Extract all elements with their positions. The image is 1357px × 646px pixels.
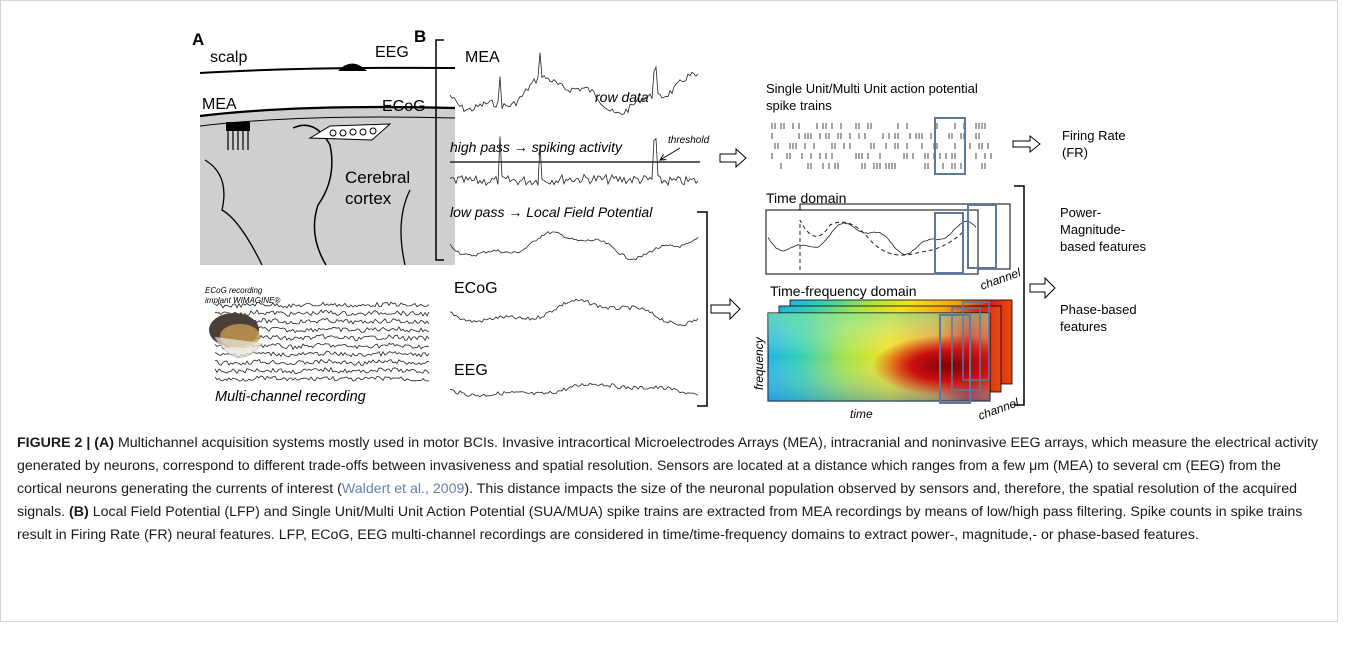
mea-label-b: MEA <box>465 49 500 66</box>
tf-window-3 <box>962 301 990 381</box>
cortex-label-line2: cortex <box>345 189 392 208</box>
caption-b-text: Local Field Potential (LFP) and Single U… <box>17 504 1303 543</box>
spiking-activity-trace <box>449 136 699 187</box>
right-bracket <box>697 211 708 407</box>
multichannel-trace <box>214 375 430 382</box>
multichannel-trace <box>214 301 430 309</box>
spike-window <box>934 117 966 175</box>
caption-reference-link[interactable]: Waldert et al., 2009 <box>341 481 465 497</box>
implant-label-line1: ECoG recording <box>205 286 263 295</box>
spike-title-line1: Single Unit/Multi Unit action potential <box>766 81 978 96</box>
arrow-to-firing-rate <box>1012 134 1041 154</box>
frequency-axis-label: frequency <box>752 336 766 390</box>
multichannel-trace <box>214 366 430 375</box>
td-window-2 <box>967 204 997 269</box>
tf-domain-label: Time-frequency domain <box>770 283 917 299</box>
firing-rate-line1: Firing Rate <box>1062 128 1126 143</box>
panel-a: A scalp EEG MEA ECoG Cerebral cortex ECo… <box>192 30 456 405</box>
eeg-electrode <box>338 63 367 71</box>
panel-b: B MEA row data high pass → spiking activ… <box>414 27 1147 423</box>
eeg-label-b: EEG <box>454 362 488 379</box>
left-bracket <box>435 39 444 261</box>
features-bracket <box>1014 185 1025 406</box>
figure-frame-right-edge <box>1337 0 1338 622</box>
tf-window-2 <box>951 307 981 391</box>
phase-features-line2: features <box>1060 319 1107 334</box>
multichannel-trace <box>214 309 430 317</box>
implant-tail <box>214 336 263 359</box>
arrow-to-domains <box>710 297 741 321</box>
power-features-line2: Magnitude- <box>1060 222 1125 237</box>
figure-caption: FIGURE 2 | (A) Multichannel acquisition … <box>17 432 1322 547</box>
lfp-trace <box>449 231 699 261</box>
time-axis-label: time <box>850 407 873 421</box>
power-features-line1: Power- <box>1060 205 1101 220</box>
cortex-surface <box>199 105 456 118</box>
signal-traces <box>449 52 699 397</box>
mea-raw-trace <box>449 52 699 115</box>
arrow-to-features <box>1029 276 1056 300</box>
time-domain-solid-curve <box>767 220 977 255</box>
spike-raster <box>771 123 992 169</box>
low-pass-label: low pass → Local Field Potential <box>450 204 653 220</box>
caption-figure-label: FIGURE 2 | <box>17 435 95 451</box>
caption-a-text: Multichannel acquisition systems mostly … <box>17 435 1319 497</box>
time-domain-curves <box>767 219 977 270</box>
caption-b-label: (B) <box>69 504 89 520</box>
firing-rate-line2: (FR) <box>1062 145 1088 160</box>
figure-2-illustration: A scalp EEG MEA ECoG Cerebral cortex ECo… <box>192 27 1147 423</box>
scalp-label: scalp <box>210 49 247 66</box>
row-data-label: row data <box>595 89 649 105</box>
tf-panel-hotspot <box>768 313 990 401</box>
sulcus-3 <box>400 189 411 266</box>
cortex-inner-line <box>199 116 456 127</box>
mea-label-a: MEA <box>202 96 237 113</box>
multichannel-label: Multi-channel recording <box>215 389 366 405</box>
mea-array <box>226 122 250 131</box>
power-features-line3: based features <box>1060 239 1147 254</box>
ecog-label-a: ECoG <box>382 98 426 115</box>
figure-frame <box>0 0 1338 622</box>
td-window-1 <box>934 212 964 274</box>
sulcus-1 <box>292 124 333 266</box>
implant-label-line2: implant WIMAGINE® <box>205 296 280 305</box>
caption-a-text-2: ). This distance impacts the size of the… <box>17 481 1297 520</box>
sulcus-2 <box>204 159 263 266</box>
cortex-label-line1: Cerebral <box>345 168 410 187</box>
panel-a-label: A <box>192 30 204 49</box>
spike-title-line2: spike trains <box>766 98 832 113</box>
high-pass-label: high pass → spiking activity <box>450 139 623 155</box>
multichannel-trace <box>214 358 430 366</box>
phase-features-line1: Phase-based <box>1060 302 1137 317</box>
scalp-line <box>199 66 456 74</box>
time-domain-label: Time domain <box>766 190 846 206</box>
threshold-label: threshold <box>668 135 710 146</box>
mea-needles <box>227 131 249 150</box>
eeg-label-a: EEG <box>375 44 409 61</box>
panel-b-label: B <box>414 27 426 46</box>
ecog-trace <box>449 298 699 327</box>
arrow-to-spike-trains <box>719 147 747 169</box>
tf-window-1 <box>939 314 971 404</box>
eeg-trace <box>450 382 699 397</box>
caption-a-label: (A) <box>94 435 114 451</box>
ecog-contacts <box>329 127 377 137</box>
ecog-label-b: ECoG <box>454 280 498 297</box>
threshold-arrow <box>660 147 681 160</box>
